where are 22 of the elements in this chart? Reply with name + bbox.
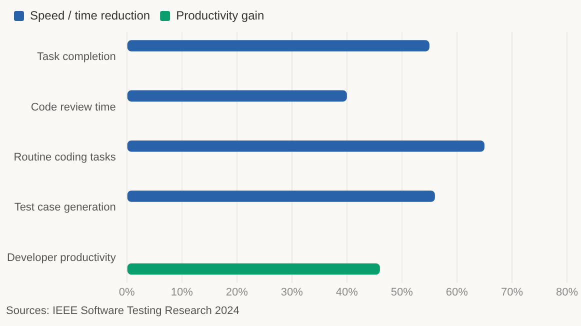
bar [127, 263, 380, 275]
x-tick-label: 0% [118, 286, 135, 298]
y-tick-label: Code review time [30, 101, 116, 114]
x-tick-label: 10% [170, 286, 194, 298]
x-tick-label: 70% [500, 286, 524, 298]
bar [127, 40, 430, 52]
x-tick-label: 80% [556, 286, 578, 298]
y-tick-label: Test case generation [14, 202, 116, 214]
y-tick-label: Routine coding tasks [14, 151, 116, 164]
x-tick-label: 20% [226, 286, 248, 298]
source-note: Sources: IEEE Software Testing Research 2024 [6, 305, 240, 317]
x-tick-label: 30% [280, 286, 304, 298]
legend-label: Speed / time reduction [30, 8, 150, 22]
bar [127, 90, 347, 102]
bar [127, 140, 484, 152]
x-tick-label: 50% [390, 286, 414, 298]
legend-label: Productivity gain [176, 8, 264, 22]
bar [127, 190, 435, 202]
x-tick-label: 40% [336, 286, 358, 298]
y-tick-label: Developer productivity [6, 252, 116, 264]
x-tick-label: 60% [446, 286, 468, 298]
y-tick-label: Task completion [36, 51, 116, 64]
